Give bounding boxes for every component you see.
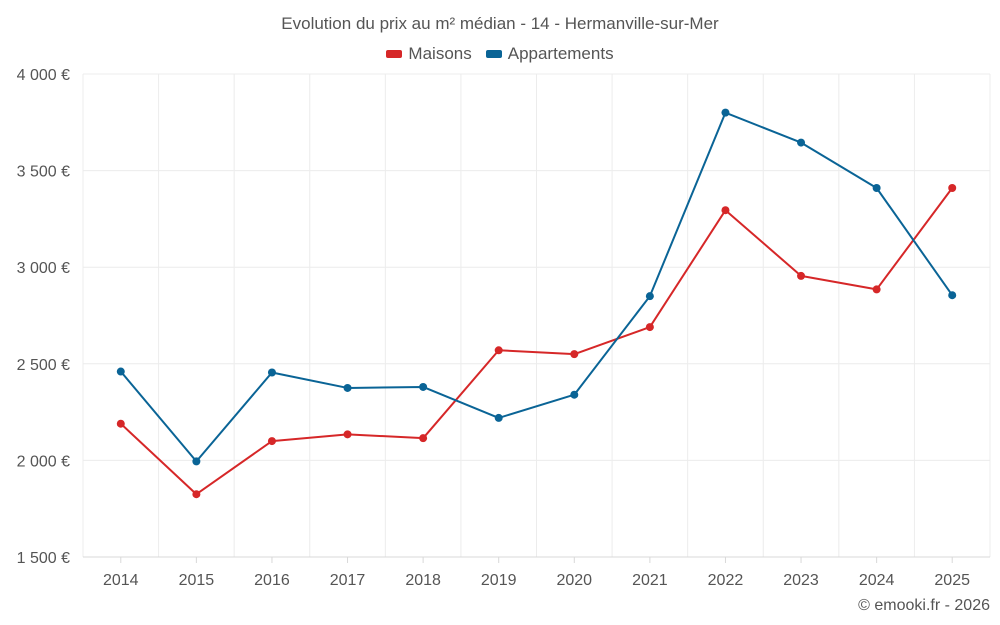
x-tick-label: 2024 xyxy=(859,572,895,589)
credit-text: © emooki.fr - 2026 xyxy=(858,597,990,614)
x-tick-label: 2018 xyxy=(405,572,441,589)
x-tick-label: 2016 xyxy=(254,572,290,589)
data-point-appartements xyxy=(192,457,201,466)
data-point-appartements xyxy=(419,382,428,391)
data-point-maisons xyxy=(797,271,806,280)
x-tick-label: 2023 xyxy=(783,572,819,589)
y-tick-label: 3 500 € xyxy=(17,164,70,181)
x-tick-label: 2021 xyxy=(632,572,668,589)
data-point-maisons xyxy=(494,346,503,355)
y-tick-label: 2 000 € xyxy=(17,453,70,470)
data-point-appartements xyxy=(797,138,806,147)
y-tick-label: 3 000 € xyxy=(17,260,70,277)
y-tick-label: 2 500 € xyxy=(17,357,70,374)
data-point-maisons xyxy=(419,434,428,443)
data-point-appartements xyxy=(494,413,503,422)
data-point-appartements xyxy=(116,367,125,376)
data-point-appartements xyxy=(267,368,276,377)
data-point-maisons xyxy=(948,183,957,192)
x-tick-label: 2022 xyxy=(708,572,744,589)
x-tick-label: 2020 xyxy=(556,572,592,589)
data-point-appartements xyxy=(343,383,352,392)
y-tick-label: 4 000 € xyxy=(17,67,70,84)
data-point-maisons xyxy=(570,350,579,359)
legend: Maisons Appartements xyxy=(0,44,1000,64)
data-point-appartements xyxy=(721,108,730,117)
legend-swatch-appartements xyxy=(485,50,502,58)
data-point-maisons xyxy=(645,323,654,332)
legend-swatch-maisons xyxy=(386,50,403,58)
legend-item-appartements[interactable]: Appartements xyxy=(485,44,614,64)
data-point-appartements xyxy=(645,292,654,301)
legend-label-maisons: Maisons xyxy=(408,44,472,63)
data-point-maisons xyxy=(192,490,201,499)
x-tick-label: 2025 xyxy=(934,572,970,589)
x-tick-label: 2017 xyxy=(330,572,366,589)
data-point-maisons xyxy=(343,430,352,439)
legend-label-appartements: Appartements xyxy=(507,44,614,63)
series-line-appartements xyxy=(120,111,954,463)
x-tick-label: 2015 xyxy=(179,572,215,589)
x-tick-label: 2019 xyxy=(481,572,517,589)
legend-item-maisons[interactable]: Maisons xyxy=(386,44,472,64)
data-point-appartements xyxy=(872,183,881,192)
chart-title: Evolution du prix au m² médian - 14 - He… xyxy=(281,14,719,33)
series-line-maisons xyxy=(120,187,954,496)
data-point-maisons xyxy=(116,419,125,428)
data-point-maisons xyxy=(267,437,276,446)
data-point-appartements xyxy=(570,390,579,399)
data-point-maisons xyxy=(721,206,730,215)
x-tick-label: 2014 xyxy=(103,572,139,589)
y-tick-label: 1 500 € xyxy=(17,550,70,567)
data-point-maisons xyxy=(872,285,881,294)
data-point-appartements xyxy=(948,291,957,300)
